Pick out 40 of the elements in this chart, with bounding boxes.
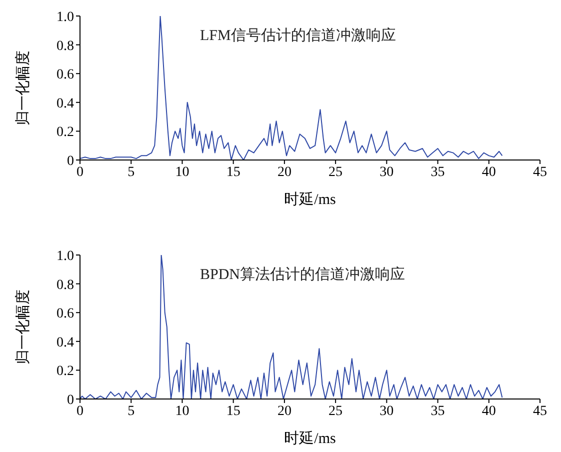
y-tick-label: 0.4: [56, 96, 74, 112]
line-series: [80, 255, 503, 399]
x-tick-label: 25: [328, 164, 343, 180]
y-tick-label: 0: [67, 154, 74, 169]
x-tick-label: 15: [226, 164, 240, 180]
y-tick-label: 0.6: [56, 306, 74, 322]
y-tick-label: 0: [67, 392, 74, 408]
x-tick-label: 5: [128, 164, 135, 180]
y-axis-title: 归一化幅度: [14, 50, 32, 126]
x-tick-label: 10: [175, 404, 190, 419]
x-tick-label: 45: [533, 164, 547, 180]
x-tick-label: 40: [482, 164, 496, 180]
x-tick-label: 30: [380, 404, 394, 419]
line-series: [80, 16, 503, 160]
x-tick-label: 5: [128, 404, 135, 419]
x-tick-label: 10: [175, 164, 190, 180]
x-tick-label: 0: [76, 404, 84, 419]
y-tick-label: 0.8: [56, 38, 74, 54]
y-tick-label: 1.0: [56, 10, 74, 25]
x-tick-label: 45: [533, 404, 547, 419]
x-tick-label: 25: [328, 404, 343, 419]
y-tick-label: 0.2: [56, 125, 74, 140]
x-tick-label: 20: [277, 404, 292, 419]
x-tick-label: 35: [430, 164, 445, 180]
annotation: BPDN算法估计的信道冲激响应: [200, 265, 406, 284]
annotation: LFM信号估计的信道冲激响应: [200, 26, 396, 45]
y-tick-label: 0.2: [56, 364, 74, 380]
x-tick-label: 0: [76, 164, 84, 180]
x-tick-label: 20: [277, 164, 292, 180]
x-tick-label: 15: [226, 404, 240, 419]
y-tick-label: 1.0: [56, 248, 74, 264]
x-axis-title: 时延/ms: [284, 191, 336, 208]
y-tick-label: 0.8: [56, 278, 74, 293]
x-tick-label: 40: [482, 404, 496, 419]
x-tick-label: 30: [380, 164, 394, 180]
y-tick-label: 0.6: [56, 68, 74, 83]
x-axis-title: 时延/ms: [284, 430, 336, 447]
x-tick-label: 35: [430, 404, 445, 419]
y-axis-title: 归一化幅度: [14, 290, 32, 364]
y-tick-label: 0.4: [56, 335, 74, 350]
